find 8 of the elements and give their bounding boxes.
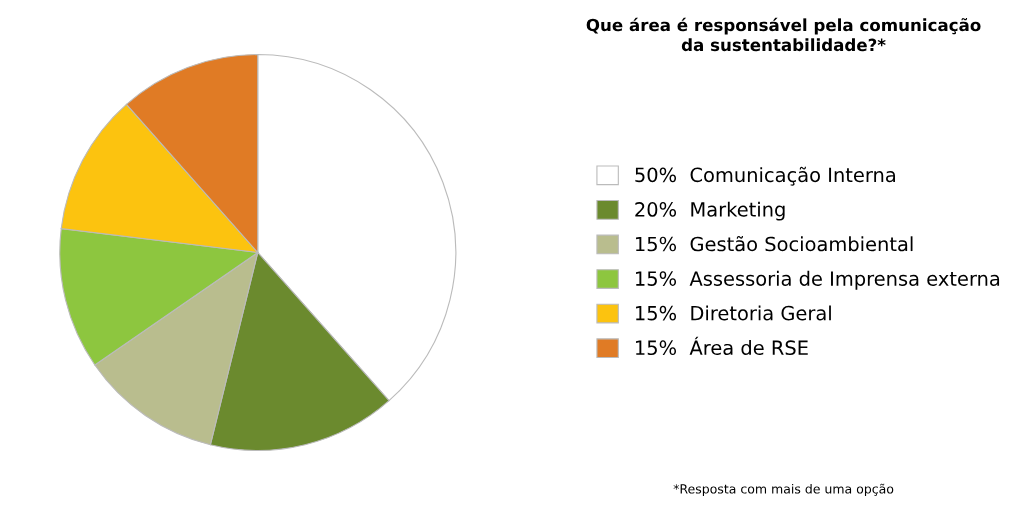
legend-label: 50% Comunicação Interna — [635, 166, 895, 186]
legend-label: 20% Marketing — [635, 201, 785, 221]
legend-label: 15% Gestão Socioambiental — [636, 235, 913, 252]
legend-label: 15% Área de RSE — [636, 336, 808, 356]
text: *Resposta com mais de uma opção — [673, 483, 894, 497]
chart-title: Que área é responsável pela comunicação da sustentabilidade?* — [586, 17, 981, 52]
legend-label: 15% Diretoria Geral — [636, 305, 831, 321]
legend-label: 15% Assessoria de Imprensa externa — [636, 270, 1000, 290]
